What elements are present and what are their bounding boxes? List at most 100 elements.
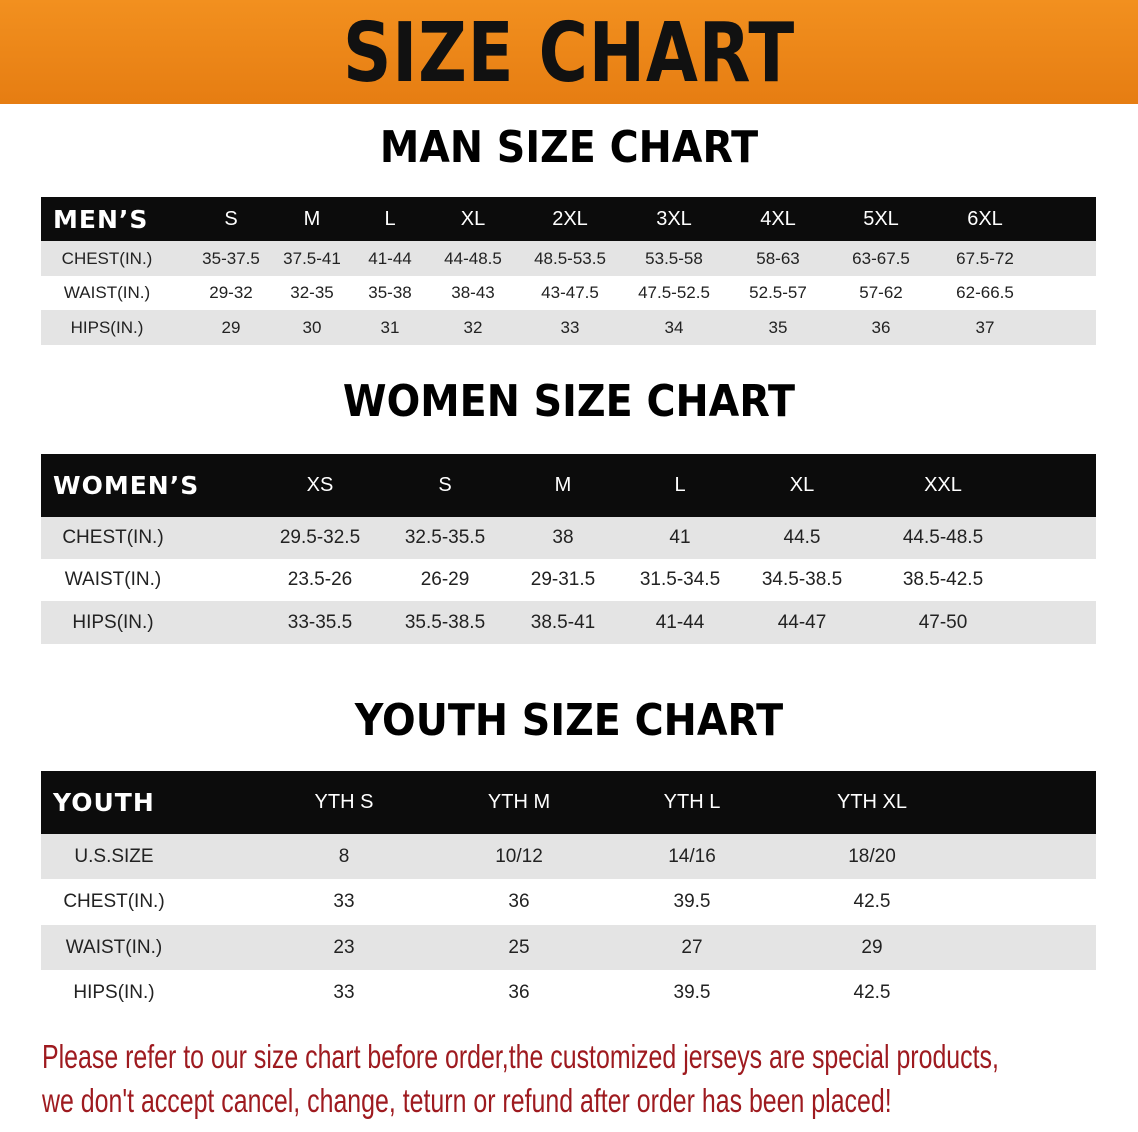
youth-header-label: YOUTH xyxy=(53,788,155,817)
men-header-row: MEN’S S M L XL 2XL 3XL 4XL 5XL 6XL xyxy=(41,197,1096,241)
table-cell: 27 xyxy=(681,936,703,958)
size-header-xl: XL xyxy=(789,474,815,496)
size-header-yth-l: YTH L xyxy=(663,791,721,813)
size-header-m: M xyxy=(303,207,321,230)
table-cell: 47.5-52.5 xyxy=(638,283,710,302)
women-header-row: WOMEN’S XS S M L XL XXL xyxy=(41,454,1096,517)
table-cell: 14/16 xyxy=(668,845,716,867)
size-header-4xl: 4XL xyxy=(760,207,796,230)
table-cell: 33 xyxy=(333,981,355,1003)
table-cell: 29 xyxy=(221,317,241,337)
notice-line-2: we don't accept cancel, change, teturn o… xyxy=(42,1082,892,1119)
men-size-table: MEN’S S M L XL 2XL 3XL 4XL 5XL 6XL CHEST(IN.) 35-37… xyxy=(41,197,1096,345)
size-header-yth-xl: YTH XL xyxy=(836,791,908,813)
size-header-xs: XS xyxy=(306,474,334,496)
size-header-5xl: 5XL xyxy=(863,207,899,230)
table-cell: 23 xyxy=(333,936,355,958)
table-cell: 38 xyxy=(552,527,574,548)
row-label: WAIST(IN.) xyxy=(63,283,151,302)
size-header-yth-s: YTH S xyxy=(314,791,374,813)
table-cell: 32-35 xyxy=(290,283,334,302)
size-header-m: M xyxy=(554,474,572,496)
youth-header-row: YOUTH YTH S YTH M YTH L YTH XL xyxy=(41,771,1096,834)
table-cell: 29-31.5 xyxy=(530,569,596,590)
women-section-title: WOMEN SIZE CHART xyxy=(342,376,796,427)
table-cell: 35-38 xyxy=(368,283,412,302)
banner: SIZE CHART xyxy=(0,0,1138,104)
size-header-s: S xyxy=(224,207,238,230)
size-header-xxl: XXL xyxy=(924,474,962,496)
table-cell: 34 xyxy=(664,317,684,337)
table-row: WAIST(IN.) 23.5-26 26-29 29-31.5 31.5-34.5 34… xyxy=(41,559,1096,601)
size-header-3xl: 3XL xyxy=(656,207,692,230)
size-header-xl: XL xyxy=(460,207,486,230)
table-row: U.S.SIZE 8 10/12 14/16 18/20 xyxy=(41,834,1096,879)
table-cell: 47-50 xyxy=(918,611,968,633)
table-cell: 33 xyxy=(333,891,355,912)
table-cell: 38-43 xyxy=(451,283,495,302)
size-header-s: S xyxy=(438,474,452,496)
table-row: WAIST(IN.) 23 25 27 29 xyxy=(41,925,1096,970)
table-cell: 35 xyxy=(768,317,788,337)
row-label: HIPS(IN.) xyxy=(73,981,155,1003)
row-label: HIPS(IN.) xyxy=(70,317,144,337)
table-row: HIPS(IN.) 29 30 31 32 33 34 35 36 37 xyxy=(41,310,1096,345)
table-cell: 44-48.5 xyxy=(444,248,502,268)
table-cell: 52.5-57 xyxy=(749,283,807,302)
men-header-label: MEN’S xyxy=(53,204,149,234)
table-cell: 29.5-32.5 xyxy=(279,527,361,548)
row-label: WAIST(IN.) xyxy=(65,936,163,958)
youth-section-title: YOUTH SIZE CHART xyxy=(354,695,784,746)
men-section-title: MAN SIZE CHART xyxy=(379,122,759,173)
row-label: CHEST(IN.) xyxy=(63,891,165,912)
table-cell: 36 xyxy=(508,981,530,1003)
size-header-yth-m: YTH M xyxy=(487,791,551,813)
table-cell: 42.5 xyxy=(853,981,891,1003)
table-cell: 43-47.5 xyxy=(541,283,599,302)
table-cell: 8 xyxy=(338,845,350,867)
table-cell: 31 xyxy=(380,317,400,337)
table-cell: 44.5 xyxy=(783,527,821,548)
table-cell: 29-32 xyxy=(209,283,253,302)
table-cell: 10/12 xyxy=(495,845,543,867)
table-cell: 33-35.5 xyxy=(287,611,353,633)
table-row: CHEST(IN.) 33 36 39.5 42.5 xyxy=(41,879,1096,925)
table-cell: 39.5 xyxy=(673,891,711,912)
table-cell: 38.5-42.5 xyxy=(902,569,984,590)
table-cell: 57-62 xyxy=(859,283,903,302)
table-cell: 37.5-41 xyxy=(283,248,341,268)
table-cell: 35-37.5 xyxy=(202,248,260,268)
table-cell: 36 xyxy=(871,317,891,337)
table-cell: 44-47 xyxy=(777,611,827,633)
table-cell: 23.5-26 xyxy=(287,569,353,590)
size-header-6xl: 6XL xyxy=(967,207,1003,230)
table-cell: 48.5-53.5 xyxy=(534,248,606,268)
size-header-l: L xyxy=(384,207,396,230)
table-cell: 53.5-58 xyxy=(645,248,703,268)
women-size-table: WOMEN’S XS S M L XL XXL CHEST(IN.) 29.5-32.5 32.5… xyxy=(41,454,1096,644)
table-row: HIPS(IN.) 33 36 39.5 42.5 xyxy=(41,970,1096,1015)
table-row: CHEST(IN.) 35-37.5 37.5-41 41-44 44-48.5 48.5… xyxy=(41,241,1096,276)
table-cell: 25 xyxy=(508,936,530,958)
table-cell: 31.5-34.5 xyxy=(639,569,721,590)
size-header-l: L xyxy=(674,474,686,496)
table-cell: 63-67.5 xyxy=(852,248,910,268)
table-cell: 34.5-38.5 xyxy=(761,569,843,590)
table-cell: 32.5-35.5 xyxy=(404,527,486,548)
table-cell: 58-63 xyxy=(756,248,800,268)
youth-size-table: YOUTH YTH S YTH M YTH L YTH XL U.S.SIZE 8 10/12… xyxy=(41,771,1096,1015)
table-cell: 67.5-72 xyxy=(956,248,1014,268)
row-label: U.S.SIZE xyxy=(74,845,154,867)
table-cell: 26-29 xyxy=(420,569,470,590)
table-cell: 38.5-41 xyxy=(530,611,596,633)
table-row: WAIST(IN.) 29-32 32-35 35-38 38-43 43-47.5 47.… xyxy=(41,276,1096,310)
table-cell: 30 xyxy=(302,317,322,337)
table-cell: 33 xyxy=(560,317,580,337)
table-cell: 39.5 xyxy=(673,981,711,1003)
table-cell: 32 xyxy=(463,317,483,337)
notice-line-1: Please refer to our size chart before or… xyxy=(42,1038,999,1075)
table-cell: 29 xyxy=(861,936,883,958)
table-cell: 41-44 xyxy=(368,248,412,268)
table-cell: 41 xyxy=(669,527,691,548)
table-row: HIPS(IN.) 33-35.5 35.5-38.5 38.5-41 41-44 44-… xyxy=(41,601,1096,644)
